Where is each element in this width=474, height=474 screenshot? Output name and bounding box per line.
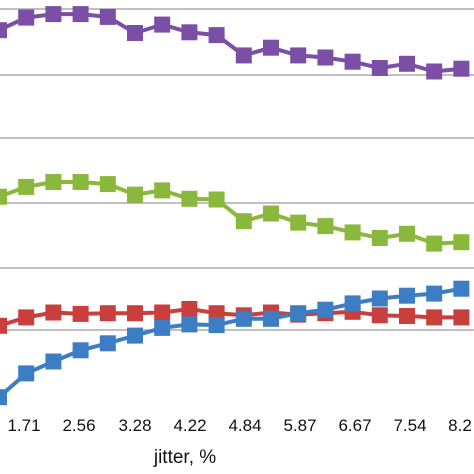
data-point-marker [45, 353, 62, 370]
data-point-marker [371, 230, 388, 246]
x-tick-label: 1.71 [7, 416, 40, 435]
data-point-marker [208, 317, 225, 334]
data-point-marker [127, 327, 143, 344]
data-point-marker [127, 305, 143, 322]
series-line [0, 180, 462, 246]
data-point-marker [453, 309, 470, 326]
data-point-marker [344, 224, 361, 241]
x-tick-label: 4.22 [173, 416, 206, 435]
series-line [0, 286, 462, 399]
data-point-marker [72, 305, 89, 322]
x-tick-label: 5.87 [283, 416, 316, 435]
data-point-marker [263, 39, 279, 56]
data-point-marker [72, 6, 89, 23]
data-point-marker [317, 49, 334, 66]
data-point-marker [399, 225, 415, 242]
data-point-marker [317, 218, 334, 235]
data-point-marker [344, 295, 361, 312]
data-point-marker [399, 308, 415, 324]
data-point-marker [154, 182, 171, 199]
data-point-marker [154, 304, 171, 321]
data-point-marker [426, 285, 443, 302]
data-point-marker [0, 317, 7, 334]
data-point-marker [18, 9, 35, 26]
data-point-marker [0, 22, 7, 39]
data-point-marker [154, 16, 171, 33]
data-point-marker [99, 335, 116, 352]
data-point-marker [453, 60, 470, 77]
data-point-marker [426, 309, 443, 326]
data-point-marker [235, 47, 252, 64]
data-point-marker [290, 214, 307, 231]
x-tick-labels: 1.71 2.56 3.28 4.22 4.84 5.87 6.67 7.54 8.2 [7, 416, 471, 435]
data-point-marker [127, 186, 143, 203]
x-tick-label: 7.54 [393, 416, 426, 435]
data-point-marker [181, 24, 198, 41]
data-point-marker [208, 191, 225, 208]
series-4 [0, 280, 470, 406]
data-point-marker [45, 304, 62, 321]
data-point-marker [18, 365, 35, 382]
data-point-marker [263, 310, 279, 327]
gridlines [0, 8, 474, 331]
data-point-marker [181, 301, 198, 317]
data-point-marker [371, 60, 388, 76]
data-point-marker [99, 8, 116, 25]
series-2 [0, 174, 470, 252]
data-point-marker [181, 316, 198, 333]
x-tick-label: 4.84 [228, 416, 261, 435]
data-point-marker [45, 174, 62, 190]
data-point-marker [127, 25, 143, 41]
x-tick-label: 2.56 [62, 416, 95, 435]
data-point-marker [399, 287, 415, 304]
data-point-marker [72, 342, 89, 359]
x-tick-label: 6.67 [338, 416, 371, 435]
data-point-marker [45, 6, 62, 23]
data-point-marker [290, 47, 307, 64]
data-point-marker [399, 55, 415, 72]
x-tick-label: 3.28 [118, 416, 151, 435]
data-point-marker [72, 174, 89, 190]
x-axis-label: jitter, % [153, 447, 216, 468]
data-point-marker [208, 27, 225, 44]
data-point-marker [235, 310, 252, 327]
series-1 [0, 6, 470, 80]
data-point-marker [290, 305, 307, 322]
data-point-marker [317, 301, 334, 318]
data-point-marker [235, 213, 252, 230]
data-point-marker [99, 305, 116, 322]
data-point-marker [18, 178, 35, 195]
data-point-marker [0, 188, 7, 205]
data-point-marker [18, 309, 35, 326]
data-point-marker [99, 176, 116, 193]
data-point-marker [181, 190, 198, 207]
data-point-marker [453, 234, 470, 251]
series-line [0, 12, 462, 74]
series-layer [0, 6, 470, 406]
series-3 [0, 301, 470, 334]
data-point-marker [453, 280, 470, 297]
data-point-marker [344, 53, 361, 70]
data-point-marker [426, 235, 443, 252]
data-point-marker [426, 63, 443, 80]
data-point-marker [0, 389, 7, 406]
data-point-marker [371, 290, 388, 307]
data-point-marker [371, 307, 388, 324]
data-point-marker [263, 205, 279, 222]
data-point-marker [154, 319, 171, 336]
x-tick-label: 8.2 [448, 416, 472, 435]
